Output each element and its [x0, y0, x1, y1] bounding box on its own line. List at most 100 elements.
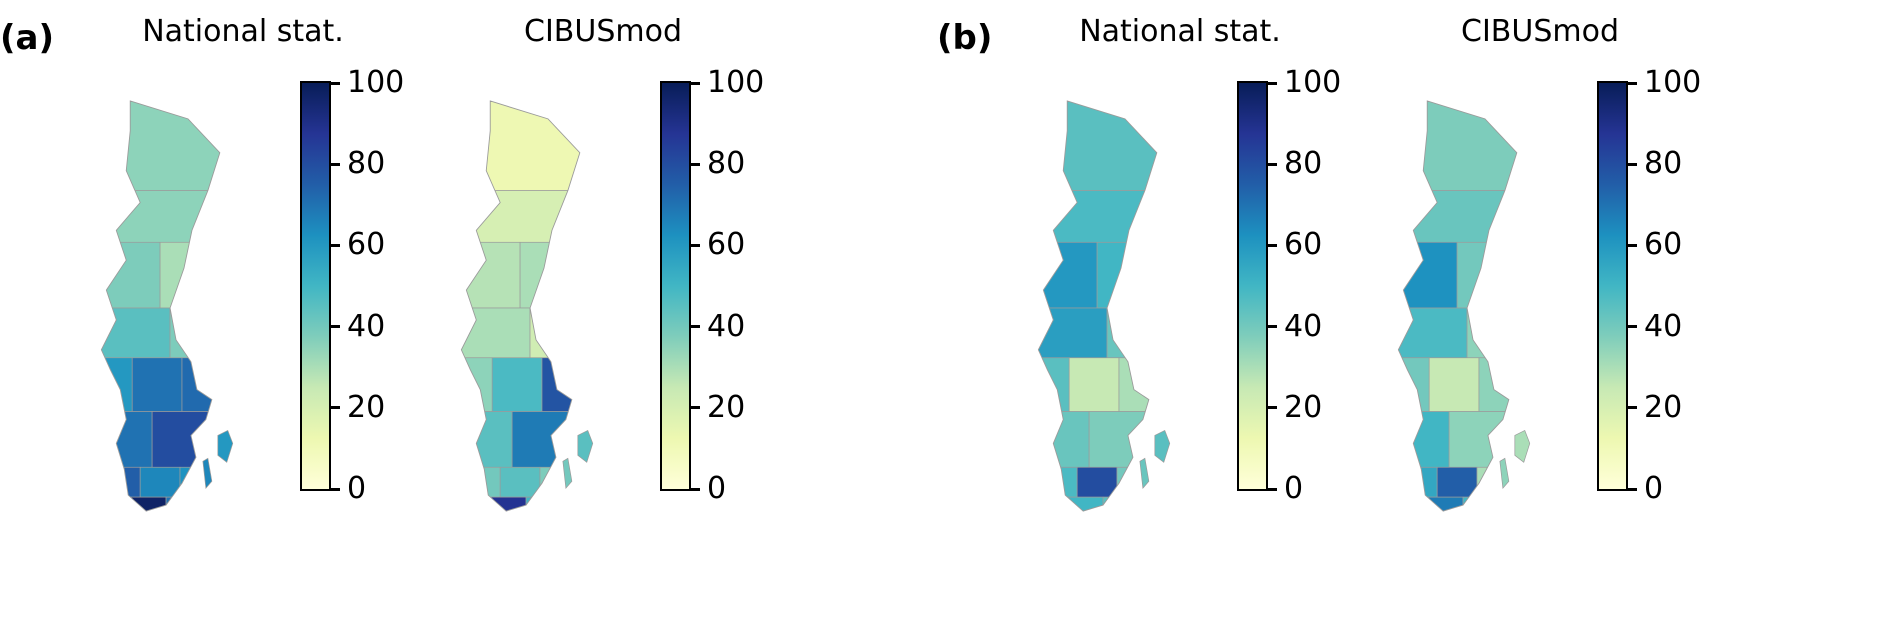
county-gavleborg [529, 307, 580, 359]
colorbar-tickmark [1628, 406, 1637, 410]
colorbar-tick: 20 [1628, 389, 1683, 425]
map-unit-b-cibusmod: CIBUSmod 100 80 60 40 20 0 [1363, 8, 1717, 529]
county-dalarna [101, 307, 171, 359]
county-blekinge [1462, 496, 1517, 512]
county-vasternorrland [519, 241, 580, 309]
county-kronoberg [139, 466, 181, 498]
colorbar-tick-label: 40 [1644, 308, 1683, 344]
county-jamtland [1038, 241, 1098, 309]
sweden-map-svg [460, 100, 594, 512]
colorbar-tick-label: 60 [1284, 227, 1323, 263]
county-gavleborg [1106, 307, 1157, 359]
colorbar-tick-label: 60 [1644, 227, 1683, 263]
colorbar-tick: 80 [1628, 149, 1682, 179]
colorbar-tickmark [1628, 81, 1637, 85]
colorbar-tick: 40 [691, 311, 745, 342]
colorbar-tick: 20 [331, 392, 385, 423]
sweden-choropleth-map [66, 91, 294, 529]
colorbar: 100 80 60 40 20 0 [300, 68, 420, 504]
island-oland [202, 457, 213, 490]
colorbar-tickmark [691, 406, 700, 410]
colorbar-tickmark [1268, 162, 1277, 166]
map-unit-a-cibusmod: CIBUSmod 100 80 60 40 20 0 [426, 8, 780, 529]
colorbar-tickmark [691, 487, 700, 491]
colorbar-tick-label: 60 [707, 227, 746, 263]
colorbar-tick: 100 [1268, 68, 1341, 98]
county-norrbotten [1398, 100, 1517, 191]
panel-a: (a) National stat. 100 80 60 40 20 0 CIBUSmod… [0, 8, 915, 621]
county-orebro [131, 357, 183, 412]
county-halland [1398, 466, 1438, 498]
island-oland [1499, 457, 1510, 490]
county-blekinge [525, 496, 580, 512]
colorbar: 100 80 60 40 20 0 [1597, 68, 1717, 504]
county-jamtland [461, 241, 521, 309]
map-row: 100 80 60 40 20 0 [426, 68, 780, 529]
county-stockholm [181, 357, 220, 412]
colorbar-tick: 0 [1268, 474, 1303, 504]
panel-b: (b) National stat. 100 80 60 40 20 0 CIBUSmod… [937, 8, 1723, 621]
county-vastra_gotaland [461, 411, 513, 468]
county-vastra_gotaland [1038, 411, 1090, 468]
colorbar-tickmark [1268, 487, 1277, 491]
county-vasterbotten [461, 190, 580, 243]
colorbar-tick-label: 0 [1284, 471, 1304, 506]
county-kalmar [1476, 466, 1517, 498]
map-row: 100 80 60 40 20 0 [66, 68, 420, 529]
sweden-outline [460, 100, 581, 512]
panel-label-a: (a) [0, 18, 55, 58]
colorbar-tickmark [1628, 487, 1637, 491]
colorbar-tickmark [691, 325, 700, 329]
colorbar-tick: 20 [1268, 392, 1322, 423]
colorbar-ticks: 100 80 60 40 20 0 [1268, 68, 1358, 504]
map-row: 100 80 60 40 20 0 [1363, 68, 1717, 529]
colorbar-tick: 60 [1268, 230, 1322, 260]
county-vastra_gotaland [101, 411, 153, 468]
sweden-map-svg [1037, 100, 1171, 512]
colorbar-tick: 100 [691, 68, 764, 98]
county-halland [1038, 466, 1078, 498]
colorbar-tick-label: 60 [347, 227, 386, 263]
county-kronoberg [1436, 466, 1478, 498]
colorbar-tick: 100 [331, 68, 404, 98]
county-vasternorrland [159, 241, 220, 309]
colorbar-tick-label: 0 [347, 471, 367, 506]
county-skane [461, 496, 527, 512]
colorbar-tick: 80 [331, 149, 385, 179]
colorbar-tick: 20 [691, 392, 745, 423]
island-oland [1139, 457, 1150, 490]
colorbar-gradient [300, 81, 331, 491]
county-orebro [1068, 357, 1120, 412]
county-skane [101, 496, 167, 512]
colorbar-tick-label: 0 [1644, 471, 1664, 506]
colorbar-tickmark [1268, 406, 1277, 410]
county-stockholm [1478, 357, 1517, 412]
colorbar-tick-label: 80 [347, 146, 386, 182]
county-norrbotten [1038, 100, 1157, 191]
county-vasterbotten [1398, 190, 1517, 243]
sweden-outline [100, 100, 221, 512]
county-dalarna [1398, 307, 1468, 359]
county-vasterbotten [1038, 190, 1157, 243]
colorbar-tick-label: 100 [707, 65, 765, 100]
colorbar-tick: 60 [1628, 230, 1682, 260]
colorbar-tick-label: 80 [707, 146, 746, 182]
county-kronoberg [1076, 466, 1118, 498]
county-vasterbotten [101, 190, 220, 243]
county-halland [101, 466, 141, 498]
colorbar-tick: 0 [331, 474, 366, 504]
island-gotland [577, 429, 594, 463]
colorbar-tickmark [691, 162, 700, 166]
map-unit-b-national: National stat. 100 80 60 40 20 0 [1003, 8, 1357, 529]
island-gotland [1154, 429, 1171, 463]
colorbar-tick-label: 80 [1284, 146, 1323, 182]
county-gavleborg [169, 307, 220, 359]
sweden-choropleth-map [1003, 91, 1231, 529]
county-vasternorrland [1096, 241, 1157, 309]
colorbar-tick: 60 [331, 230, 385, 260]
colorbar-tick: 40 [1268, 311, 1322, 342]
colorbar-gradient [1237, 81, 1268, 491]
colorbar-tick: 80 [691, 149, 745, 179]
colorbar-tick-label: 20 [1644, 389, 1683, 425]
